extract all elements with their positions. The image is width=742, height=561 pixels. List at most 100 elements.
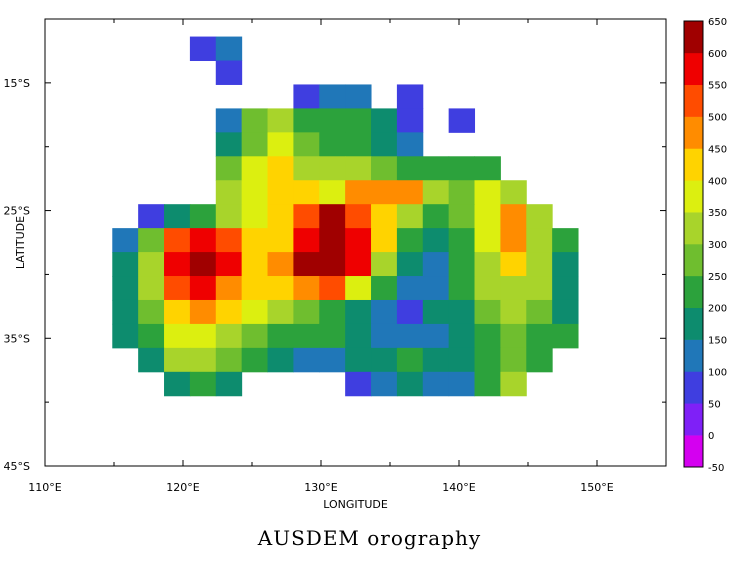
heatmap-cell [215,323,243,349]
heatmap-cell [112,299,139,325]
heatmap-cell [396,228,424,253]
heatmap-cell [164,299,191,325]
heatmap-cell [267,252,294,277]
heatmap-cell [164,323,191,349]
heatmap-cell [241,299,269,325]
heatmap-cell [526,252,553,277]
heatmap-cell [500,323,527,349]
x-tick-label: 120°E [166,481,199,494]
heatmap-cell [345,204,372,229]
heatmap-cell [241,156,269,181]
heatmap-cell [526,347,553,373]
heatmap-cell [371,371,398,397]
heatmap-cell [474,204,501,229]
heatmap-cell [448,276,476,301]
heatmap-cell [241,347,269,373]
heatmap-cell [371,347,398,373]
colorbar-swatch [684,244,703,277]
colorbar-label: 550 [708,81,727,92]
colorbar-label: 250 [708,272,727,283]
heatmap-cell [371,299,398,325]
heatmap-cell [345,228,372,253]
heatmap-cell [189,347,217,373]
heatmap-cell [422,204,450,229]
heatmap-cell [345,371,372,397]
colorbar-swatch [684,435,703,468]
heatmap-cell [448,252,476,277]
heatmap-cell [164,276,191,301]
colorbar-label: 400 [708,176,727,187]
heatmap-cell [345,180,372,205]
heatmap-cell [500,276,527,301]
heatmap-cell [293,108,320,133]
x-tick-label: 110°E [28,481,61,494]
heatmap-cell [448,371,476,397]
heatmap-cell [215,299,243,325]
heatmap-cell [526,228,553,253]
heatmap-cell [474,276,501,301]
heatmap-cell [448,299,476,325]
heatmap-cell [215,204,243,229]
heatmap-cell [552,252,579,277]
heatmap-cell [526,204,553,229]
heatmap-cell [345,276,372,301]
heatmap-cell [396,84,424,109]
heatmap-cell [293,228,320,253]
heatmap-cell [552,323,579,349]
colorbar-label: 200 [708,304,727,315]
heatmap-cell [422,276,450,301]
colorbar: -50 0 50 100 150 200 250 300 350 400 450 500 550 600 6… [683,17,727,474]
heatmap-cell [215,156,243,181]
heatmap-cell [448,228,476,253]
heatmap-cell [526,276,553,301]
heatmap-cell [422,323,450,349]
colorbar-label: 100 [708,367,727,378]
heatmap-cell [474,371,501,397]
heatmap-cell [371,204,398,229]
heatmap-cell [422,347,450,373]
heatmap-cell [293,180,320,205]
heatmap-cell [293,84,320,109]
heatmap-cell [371,108,398,133]
colorbar-swatch [684,116,703,149]
heatmap-cell [189,228,217,253]
heatmap-cell [396,252,424,277]
heatmap-cell [267,228,294,253]
heatmap-cell [526,323,553,349]
heatmap-cell [319,323,346,349]
heatmap-cell [112,276,139,301]
heatmap-cell [345,252,372,277]
x-tick-label: 130°E [304,481,337,494]
heatmap-cell [345,108,372,133]
heatmap-cell [448,204,476,229]
heatmap-cell [319,276,346,301]
colorbar-swatch [684,307,703,340]
heatmap-cell [422,299,450,325]
heatmap-cell [371,228,398,253]
heatmap-cell [319,180,346,205]
colorbar-swatch [684,275,703,309]
heatmap-cell [319,156,346,181]
heatmap-cell [112,323,139,349]
heatmap-cell [396,323,424,349]
heatmap-cell [345,132,372,157]
x-axis-label: LONGITUDE [323,498,388,511]
heatmap-cell [241,204,269,229]
heatmap-cell [552,276,579,301]
heatmap-cell [345,84,372,109]
colorbar-swatch [684,403,703,436]
y-tick-label: 15°S [4,77,30,90]
heatmap-cell [112,228,139,253]
heatmap-cell [267,276,294,301]
heatmap-cell [293,276,320,301]
heatmap-cell [241,228,269,253]
heatmap-cell [474,156,501,181]
heatmap-cell [396,132,424,157]
heatmap-cell [371,156,398,181]
heatmap-cell [267,347,294,373]
colorbar-label: 650 [708,17,727,28]
colorbar-frame [683,20,704,468]
y-axis: 15°S 25°S 35°S 45°S [4,18,666,473]
heatmap-cell [138,323,165,349]
heatmap-cell [319,228,346,253]
